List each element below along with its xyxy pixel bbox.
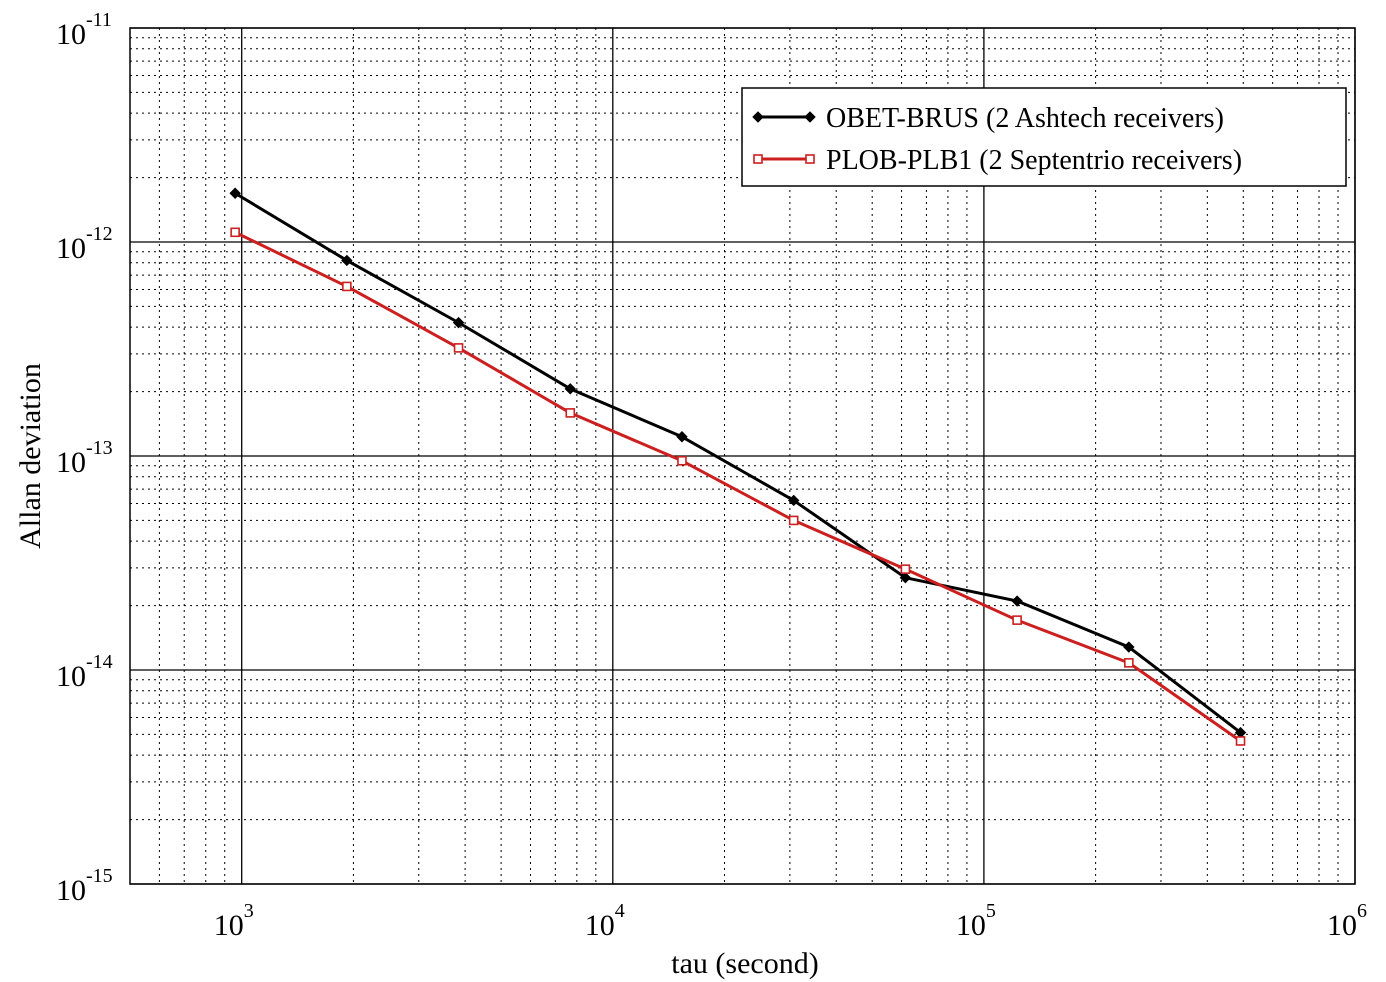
y-tick-label: 10-11 [56,9,112,51]
point [899,571,912,584]
point [676,431,688,443]
legend-box [741,87,1347,187]
legend-marker [805,154,815,164]
point [230,227,240,238]
point [452,316,465,329]
point [677,455,687,466]
x-tick-label: 104 [585,900,625,942]
x-tick-exponent: 6 [1357,900,1367,922]
point [1012,615,1022,625]
x-tick-base: 10 [214,909,244,942]
y-tick-label: 10-13 [56,437,113,479]
x-tick-exponent: 4 [615,900,625,922]
legend-marker [804,111,816,123]
x-tick-base: 10 [585,909,615,942]
legend: OBET-BRUS (2 Ashtech receivers) PLOB-PLB1… [741,87,1347,187]
y-tick-label: 10-14 [56,651,113,693]
x-tick-label: 103 [214,900,254,942]
point [1124,658,1134,668]
x-tick-base: 10 [956,909,986,942]
point [342,281,352,292]
y-tick-exponent: -12 [86,223,113,245]
point [787,494,800,507]
y-tick-base: 10 [56,660,86,693]
y-tick-base: 10 [56,232,86,265]
y-tick-exponent: -11 [86,9,112,31]
x-tick-exponent: 5 [986,900,996,922]
legend-label: PLOB-PLB1 (2 Septentrio receivers) [826,145,1242,176]
y-tick-base: 10 [56,446,86,479]
point [229,187,241,199]
series-line [234,191,1242,734]
series [229,187,1247,739]
y-tick-exponent: -13 [86,437,113,459]
point [788,515,799,526]
x-tick-label: 106 [1327,900,1367,942]
point [1011,595,1023,607]
point [565,408,576,418]
point [900,564,911,574]
legend-label: OBET-BRUS (2 Ashtech receivers) [826,103,1224,134]
x-tick-exponent: 3 [244,900,254,922]
y-tick-label: 10-12 [56,223,113,265]
x-axis-label: tau (second) [671,947,818,980]
legend-marker [753,154,763,164]
point [1123,641,1135,653]
y-tick-exponent: -14 [86,651,113,673]
point [564,383,576,395]
y-tick-base: 10 [56,18,86,51]
y-tick-base: 10 [56,874,86,907]
point [1235,736,1246,746]
y-axis-label: Allan deviation [14,363,47,549]
y-tick-exponent: -15 [86,865,113,887]
legend-marker [752,111,764,123]
point [1234,726,1247,739]
y-tick-label: 10-15 [56,865,113,907]
x-tick-label: 105 [956,900,996,942]
point [341,254,353,267]
series [230,227,1246,746]
point [453,343,464,353]
x-tick-base: 10 [1327,909,1357,942]
plot-frame [129,27,1356,885]
series-line [234,230,1242,743]
